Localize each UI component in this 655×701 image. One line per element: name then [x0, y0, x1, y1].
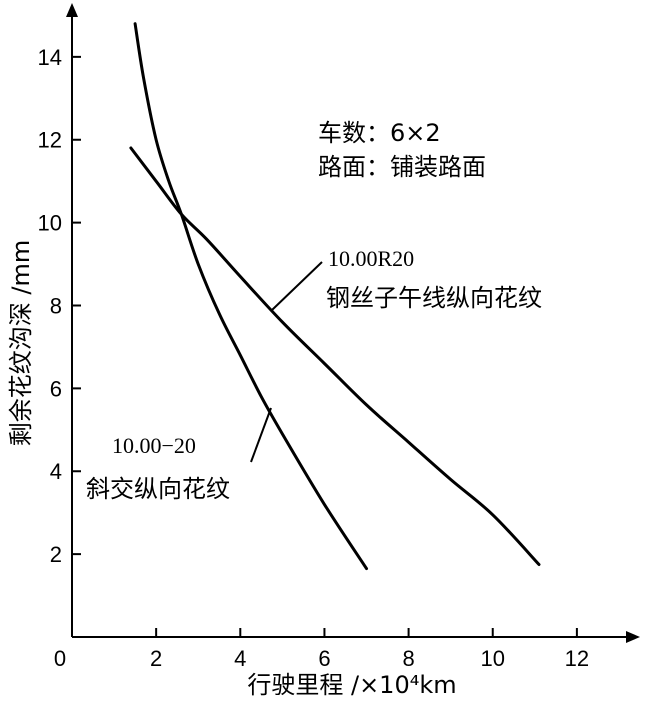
- x-axis-arrow: [626, 631, 640, 643]
- ticks: 0 2 4 6 8 10 12 2 4 6 8 10 12 14: [38, 45, 590, 671]
- leader-line-bias: [250, 407, 272, 463]
- x-tick-label: 6: [318, 646, 330, 671]
- y-axis-label: 剩余花纹沟深 /mm: [7, 240, 35, 446]
- series-label-bias-code: 10.00−20: [112, 433, 196, 458]
- x-tick-label: 4: [234, 646, 246, 671]
- info-vehicle-text: 车数：6×2: [318, 119, 441, 147]
- y-tick-label: 12: [38, 128, 62, 153]
- series-label-radial-desc: 钢丝子午线纵向花纹: [326, 284, 542, 312]
- series-label-bias-desc: 斜交纵向花纹: [86, 475, 230, 503]
- y-tick-label: 8: [50, 293, 62, 318]
- info-road-text: 路面：铺装路面: [318, 153, 486, 181]
- series-label-radial-code: 10.00R20: [328, 246, 414, 271]
- series-line-bias: [133, 22, 368, 571]
- x-axis-label: 行驶里程 /×10⁴km: [247, 671, 456, 699]
- x-tick-label: 10: [480, 646, 504, 671]
- series-layer: [129, 22, 541, 571]
- y-axis-arrow: [66, 3, 78, 17]
- x-tick-label: 2: [150, 646, 162, 671]
- y-tick-label: 4: [50, 459, 62, 484]
- annotations: 车数：6×2 路面：铺装路面 10.00R20 钢丝子午线纵向花纹 10.00−…: [7, 119, 542, 699]
- x-tick-label: 12: [565, 646, 589, 671]
- leader-line-radial: [271, 261, 323, 311]
- axes: [66, 3, 640, 643]
- x-tick-label: 0: [54, 646, 66, 671]
- y-tick-label: 6: [50, 376, 62, 401]
- x-tick-label: 8: [402, 646, 414, 671]
- y-tick-label: 14: [38, 45, 62, 70]
- y-tick-label: 2: [50, 542, 62, 567]
- y-tick-label: 10: [38, 211, 62, 236]
